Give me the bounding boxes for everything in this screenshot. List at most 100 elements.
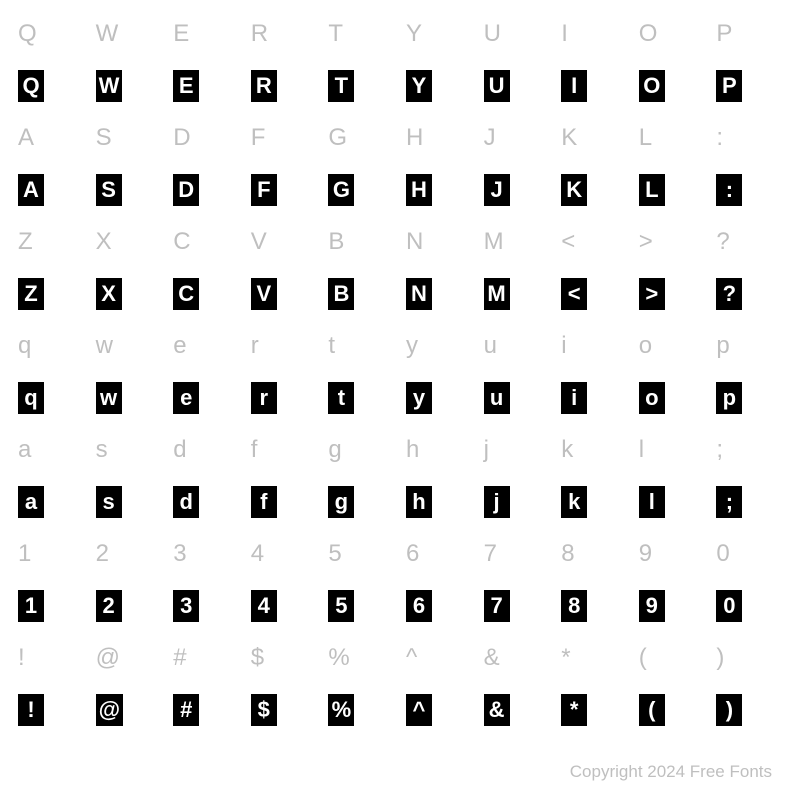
glyph-cell: 5 (322, 580, 400, 632)
reference-glyph: i (561, 332, 566, 360)
glyph-cell: G (322, 112, 400, 164)
glyph-cell: ) (710, 632, 788, 684)
glyph-cell: ; (710, 424, 788, 476)
sample-glyph: f (251, 486, 277, 518)
sample-glyph: A (18, 174, 44, 206)
sample-glyph: u (484, 382, 510, 414)
glyph-cell: 2 (90, 580, 168, 632)
glyph-cell: N (400, 216, 478, 268)
sample-glyph: M (484, 278, 510, 310)
sample-glyph: < (561, 278, 587, 310)
reference-glyph: F (251, 124, 266, 152)
sample-glyph: C (173, 278, 199, 310)
reference-glyph: d (173, 436, 186, 464)
reference-glyph: R (251, 20, 268, 48)
glyph-cell: ! (12, 632, 90, 684)
glyph-cell: h (400, 424, 478, 476)
glyph-cell: W (90, 8, 168, 60)
sample-glyph: I (561, 70, 587, 102)
reference-glyph: * (561, 644, 570, 672)
glyph-cell: a (12, 424, 90, 476)
glyph-cell: r (245, 320, 323, 372)
reference-glyph: M (484, 228, 504, 256)
glyph-cell: 3 (167, 528, 245, 580)
sample-glyph: : (716, 174, 742, 206)
sample-glyph: O (639, 70, 665, 102)
glyph-cell: T (322, 60, 400, 112)
glyph-cell: 4 (245, 528, 323, 580)
sample-glyph: % (328, 694, 354, 726)
glyph-cell: ( (633, 632, 711, 684)
glyph-cell: * (555, 684, 633, 736)
reference-glyph: ) (716, 644, 724, 672)
glyph-cell: t (322, 372, 400, 424)
glyph-cell: S (90, 112, 168, 164)
reference-glyph: s (96, 436, 108, 464)
glyph-cell: X (90, 216, 168, 268)
reference-glyph: 1 (18, 540, 31, 568)
glyph-cell: N (400, 268, 478, 320)
reference-glyph: I (561, 20, 568, 48)
sample-glyph: 8 (561, 590, 587, 622)
glyph-cell: f (245, 424, 323, 476)
glyph-cell: D (167, 112, 245, 164)
reference-glyph: N (406, 228, 423, 256)
reference-glyph: p (716, 332, 729, 360)
glyph-cell: q (12, 320, 90, 372)
glyph-cell: ? (710, 268, 788, 320)
glyph-cell: a (12, 476, 90, 528)
glyph-cell: d (167, 424, 245, 476)
glyph-cell: g (322, 476, 400, 528)
glyph-cell: M (478, 268, 556, 320)
sample-glyph: t (328, 382, 354, 414)
sample-glyph: P (716, 70, 742, 102)
glyph-cell: H (400, 164, 478, 216)
reference-glyph: : (716, 124, 723, 152)
glyph-cell: 4 (245, 580, 323, 632)
sample-glyph: Q (18, 70, 44, 102)
sample-glyph: D (173, 174, 199, 206)
sample-glyph: Z (18, 278, 44, 310)
reference-glyph: q (18, 332, 31, 360)
glyph-cell: G (322, 164, 400, 216)
reference-glyph: 9 (639, 540, 652, 568)
reference-glyph: L (639, 124, 652, 152)
reference-glyph: A (18, 124, 34, 152)
sample-glyph: e (173, 382, 199, 414)
glyph-cell: u (478, 320, 556, 372)
glyph-cell: R (245, 8, 323, 60)
reference-glyph: B (328, 228, 344, 256)
glyph-cell: h (400, 476, 478, 528)
glyph-cell: T (322, 8, 400, 60)
glyph-cell: 9 (633, 528, 711, 580)
sample-glyph: l (639, 486, 665, 518)
reference-glyph: l (639, 436, 644, 464)
glyph-cell: C (167, 268, 245, 320)
reference-glyph: J (484, 124, 496, 152)
sample-glyph: ^ (406, 694, 432, 726)
sample-glyph: ; (716, 486, 742, 518)
glyph-cell: M (478, 216, 556, 268)
sample-glyph: q (18, 382, 44, 414)
reference-glyph: 4 (251, 540, 264, 568)
glyph-cell: * (555, 632, 633, 684)
sample-glyph: T (328, 70, 354, 102)
glyph-cell: e (167, 320, 245, 372)
reference-glyph: C (173, 228, 190, 256)
sample-glyph: p (716, 382, 742, 414)
reference-glyph: W (96, 20, 119, 48)
glyph-cell: I (555, 60, 633, 112)
glyph-cell: ^ (400, 684, 478, 736)
glyph-cell: l (633, 424, 711, 476)
reference-glyph: G (328, 124, 347, 152)
sample-glyph: & (484, 694, 510, 726)
reference-glyph: t (328, 332, 335, 360)
sample-glyph: R (251, 70, 277, 102)
glyph-cell: Q (12, 60, 90, 112)
glyph-cell: A (12, 112, 90, 164)
glyph-cell: ! (12, 684, 90, 736)
glyph-cell: E (167, 60, 245, 112)
glyph-cell: 8 (555, 580, 633, 632)
sample-glyph: $ (251, 694, 277, 726)
sample-glyph: L (639, 174, 665, 206)
